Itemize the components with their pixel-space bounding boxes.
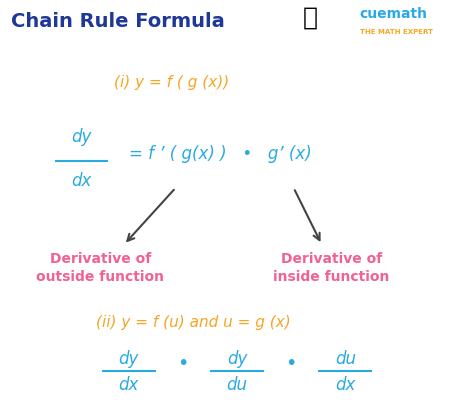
Text: Chain Rule Formula: Chain Rule Formula [11, 11, 225, 31]
Text: dy: dy [227, 349, 247, 366]
Text: dy: dy [71, 127, 91, 145]
Text: (ii) y = f (u) and u = g (x): (ii) y = f (u) and u = g (x) [96, 314, 291, 329]
Text: cuemath: cuemath [359, 7, 428, 21]
Text: du: du [227, 375, 247, 393]
Text: Derivative of
outside function: Derivative of outside function [36, 251, 164, 283]
Text: dx: dx [118, 375, 139, 393]
Text: 🚀: 🚀 [303, 5, 318, 29]
Text: THE MATH EXPERT: THE MATH EXPERT [359, 29, 432, 35]
Text: dx: dx [335, 375, 356, 393]
Text: du: du [335, 349, 356, 366]
Text: = f ’ ( g(x) )   •   g’ (x): = f ’ ( g(x) ) • g’ (x) [128, 145, 311, 163]
Text: •: • [177, 353, 189, 372]
Text: (i) y = f ( g (x)): (i) y = f ( g (x)) [115, 74, 230, 90]
Text: •: • [285, 353, 297, 372]
Text: dx: dx [71, 172, 91, 190]
Text: dy: dy [118, 349, 139, 366]
Text: Derivative of
inside function: Derivative of inside function [273, 251, 390, 283]
